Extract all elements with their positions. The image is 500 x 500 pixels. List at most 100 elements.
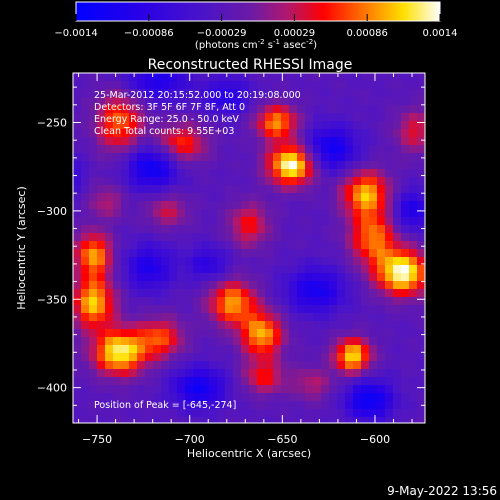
heatmap-cell — [385, 249, 394, 258]
heatmap-cell — [153, 377, 162, 386]
heatmap-cell — [321, 401, 330, 410]
heatmap-cell — [289, 377, 298, 386]
heatmap-cell — [273, 289, 282, 298]
heatmap-cell — [137, 265, 146, 274]
heatmap-cell — [177, 249, 186, 258]
heatmap-cell — [217, 81, 226, 90]
heatmap-cell — [369, 321, 378, 330]
heatmap-cell — [297, 289, 306, 298]
heatmap-cell — [393, 393, 402, 402]
heatmap-cell — [145, 145, 154, 154]
heatmap-cell — [225, 377, 234, 386]
heatmap-cell — [185, 225, 194, 234]
heatmap-cell — [217, 401, 226, 410]
heatmap-cell — [417, 385, 425, 394]
heatmap-cell — [337, 337, 346, 346]
heatmap-cell — [137, 353, 146, 362]
heatmap-cell — [121, 241, 130, 250]
heatmap-cell — [265, 401, 274, 410]
heatmap-cell — [361, 97, 370, 106]
heatmap-cell — [353, 297, 362, 306]
heatmap-cell — [417, 217, 425, 226]
heatmap-cell — [361, 321, 370, 330]
heatmap-cell — [209, 137, 218, 146]
heatmap-cell — [385, 129, 394, 138]
heatmap-cell — [145, 417, 154, 423]
heatmap-cell — [241, 233, 250, 242]
heatmap-cell — [153, 321, 162, 330]
heatmap-cell — [217, 273, 226, 282]
heatmap-cell — [241, 193, 250, 202]
heatmap-cell — [153, 393, 162, 402]
heatmap-cell — [257, 305, 266, 314]
heatmap-cell — [209, 89, 218, 98]
heatmap-cell — [121, 249, 130, 258]
heatmap-cell — [137, 177, 146, 186]
heatmap-cell — [161, 177, 170, 186]
heatmap-cell — [393, 273, 402, 282]
heatmap-cell — [129, 185, 138, 194]
heatmap-cell — [89, 361, 98, 370]
heatmap-cell — [137, 137, 146, 146]
heatmap-cell — [329, 385, 338, 394]
heatmap-cell — [393, 265, 402, 274]
heatmap-cell — [377, 337, 386, 346]
heatmap-cell — [185, 377, 194, 386]
heatmap-cell — [329, 345, 338, 354]
heatmap-cell — [145, 241, 154, 250]
heatmap-cell — [353, 121, 362, 130]
heatmap-cell — [385, 201, 394, 210]
heatmap-cell — [345, 185, 354, 194]
heatmap-cell — [233, 169, 242, 178]
heatmap-cell — [177, 369, 186, 378]
heatmap-cell — [289, 121, 298, 130]
heatmap-cell — [393, 377, 402, 386]
annotation-line: Energy Range: 25.0 - 50.0 keV — [94, 114, 239, 125]
heatmap-cell — [393, 129, 402, 138]
heatmap-cell — [401, 241, 410, 250]
heatmap-cell — [97, 73, 106, 82]
heatmap-cell — [297, 169, 306, 178]
heatmap-cell — [217, 193, 226, 202]
heatmap-cell — [377, 201, 386, 210]
heatmap-cell — [97, 417, 106, 423]
heatmap-cell — [417, 233, 425, 242]
heatmap-cell — [345, 97, 354, 106]
y-tick-label: −350 — [37, 293, 67, 306]
heatmap-cell — [81, 273, 90, 282]
heatmap-cell — [273, 305, 282, 314]
heatmap-cell — [313, 409, 322, 418]
heatmap-cell — [217, 241, 226, 250]
heatmap-cell — [233, 81, 242, 90]
heatmap-cell — [281, 401, 290, 410]
heatmap-cell — [417, 193, 425, 202]
heatmap-cell — [297, 345, 306, 354]
heatmap-cell — [193, 273, 202, 282]
heatmap-cell — [265, 289, 274, 298]
heatmap-cell — [161, 225, 170, 234]
heatmap-cell — [217, 417, 226, 423]
heatmap-cell — [129, 241, 138, 250]
heatmap-cell — [393, 257, 402, 266]
heatmap-cell — [337, 129, 346, 138]
heatmap-cell — [81, 217, 90, 226]
heatmap-cell — [409, 169, 418, 178]
heatmap-cell — [353, 73, 362, 82]
heatmap-cell — [345, 265, 354, 274]
heatmap-cell — [265, 265, 274, 274]
heatmap-cell — [145, 265, 154, 274]
heatmap-cell — [105, 281, 114, 290]
heatmap-cell — [73, 177, 82, 186]
heatmap-cell — [345, 225, 354, 234]
heatmap-cell — [329, 113, 338, 122]
heatmap-cell — [369, 73, 378, 82]
heatmap-cell — [257, 233, 266, 242]
heatmap-cell — [169, 385, 178, 394]
heatmap-cell — [321, 153, 330, 162]
heatmap-cell — [409, 113, 418, 122]
heatmap-cell — [273, 73, 282, 82]
heatmap-cell — [113, 161, 122, 170]
heatmap-cell — [369, 385, 378, 394]
heatmap-cell — [377, 233, 386, 242]
heatmap-cell — [249, 201, 258, 210]
